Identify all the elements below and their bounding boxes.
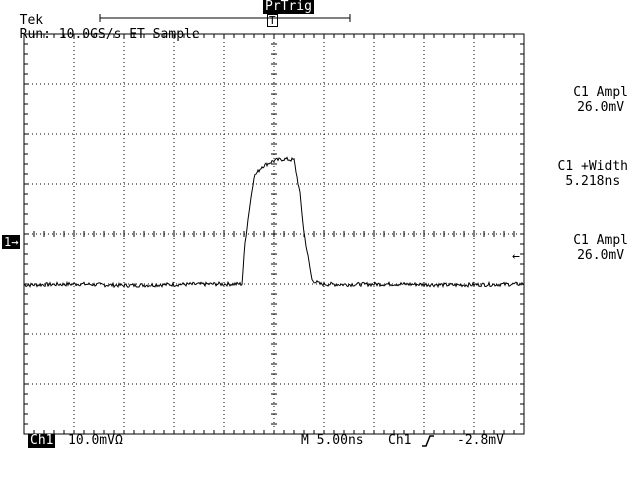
vertical-scale: 10.0mVΩ	[68, 433, 123, 448]
trigger-marker: T	[267, 14, 278, 27]
measurement-3-label: C1 Ampl	[573, 233, 628, 248]
measurement-3: C1 Ampl 26.0mV	[573, 233, 628, 263]
measurement-2-value: 5.218ns	[565, 174, 621, 189]
channel-label: Ch1	[28, 433, 56, 448]
acquisition-status: Run: 10.0GS/s ET Sample	[19, 27, 200, 42]
trigger-position-bracket	[99, 14, 351, 22]
trigger-source: Ch1	[388, 433, 412, 448]
timebase: M 5.00ns	[301, 433, 364, 448]
measurement-1: C1 Ampl 26.0mV	[573, 85, 628, 115]
measurement-1-value: 26.0mV	[577, 100, 625, 115]
graticule	[23, 33, 525, 435]
rising-edge-icon	[422, 435, 434, 447]
brand-label: Tek	[19, 13, 44, 28]
measurement-2-label: C1 +Width	[557, 159, 628, 174]
trigger-level: -2.8mV	[457, 433, 504, 448]
measurement-1-label: C1 Ampl	[573, 85, 628, 100]
trigger-level-marker: ←	[512, 249, 520, 264]
channel1-marker: 1→	[2, 235, 21, 249]
pretrigger-badge: PrTrig	[263, 0, 314, 14]
measurement-3-value: 26.0mV	[577, 248, 625, 263]
waveform-trace	[23, 156, 525, 289]
measurement-2: C1 +Width 5.218ns	[558, 159, 628, 189]
